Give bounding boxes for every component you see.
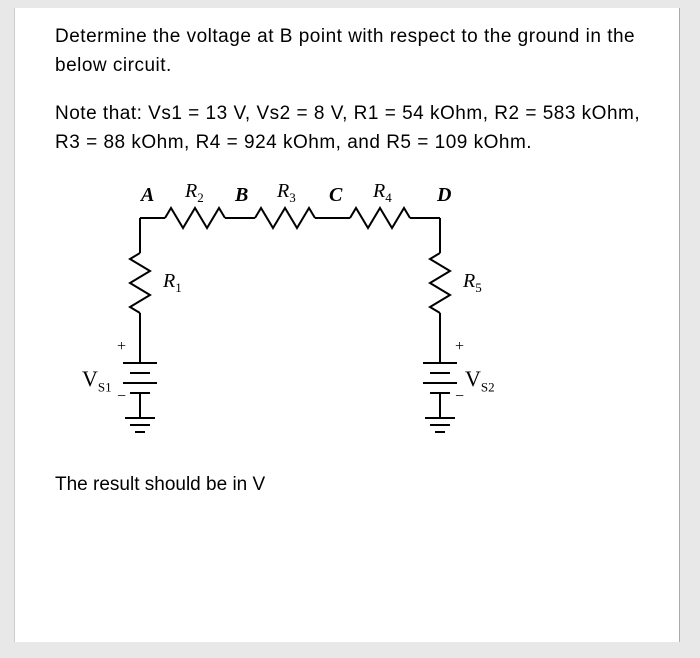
node-d-label: D [437, 184, 451, 207]
node-a-label: A [141, 184, 154, 207]
vs1-plus: + [117, 338, 126, 356]
node-b-label: B [235, 184, 248, 207]
node-c-label: C [329, 184, 342, 207]
r1-label: R1 [163, 270, 182, 296]
r3-label: R3 [277, 180, 296, 206]
r4-label: R4 [373, 180, 392, 206]
question-para-1: Determine the voltage at B point with re… [55, 22, 645, 81]
circuit-diagram: A B C D R2 R3 R4 R1 R5 VS1 VS2 + − + − [85, 178, 515, 458]
question-text: Determine the voltage at B point with re… [55, 22, 645, 158]
problem-page: Determine the voltage at B point with re… [14, 8, 680, 642]
question-para-2: Note that: Vs1 = 13 V, Vs2 = 8 V, R1 = 5… [55, 99, 645, 158]
vs2-minus: − [455, 388, 464, 406]
vs1-label: VS1 [82, 366, 112, 395]
vs2-plus: + [455, 338, 464, 356]
vs1-minus: − [117, 388, 126, 406]
circuit-svg [85, 178, 515, 458]
result-hint: The result should be in V [55, 474, 645, 496]
r2-label: R2 [185, 180, 204, 206]
vs2-label: VS2 [465, 366, 495, 395]
r5-label: R5 [463, 270, 482, 296]
